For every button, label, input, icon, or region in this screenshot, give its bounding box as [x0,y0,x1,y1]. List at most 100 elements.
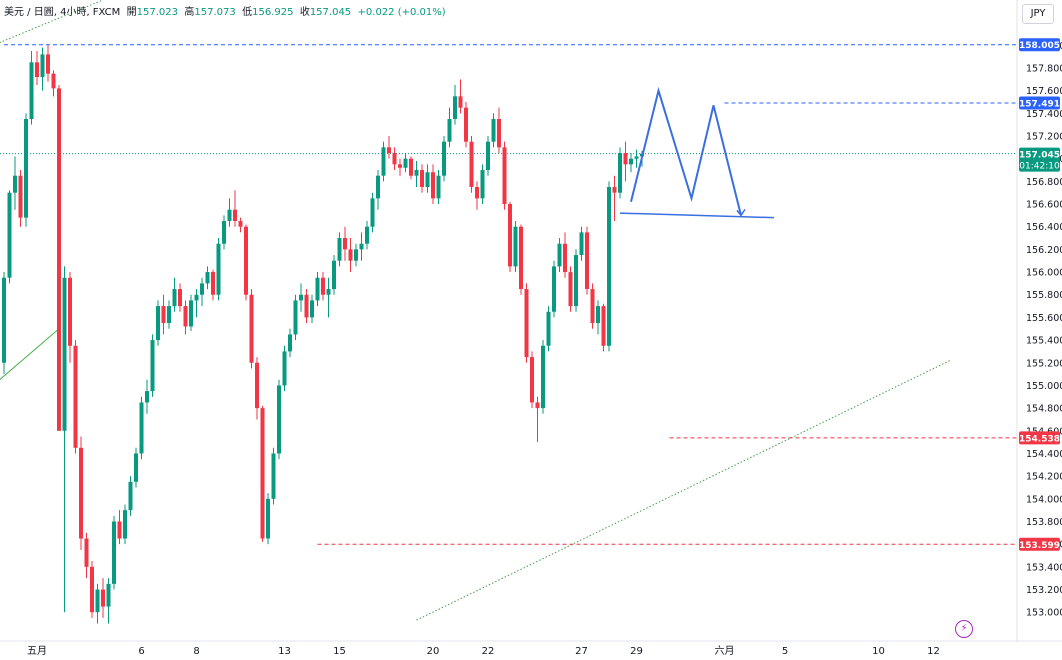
candle [535,396,540,443]
candle [634,149,639,168]
candle-body [601,306,606,346]
candle [381,141,386,182]
candle [475,181,479,210]
x-tick-label: 15 [333,646,346,657]
trendline-2 [0,0,104,43]
candle [249,289,254,369]
candle [2,272,6,375]
candle-body [260,408,265,539]
candle [282,345,287,392]
candle-body [145,391,149,403]
candle [486,136,490,176]
candle [106,578,111,624]
high-label: 高 [184,7,195,18]
candle [442,136,446,182]
candle-body [392,153,397,165]
last-price-label: 157.045 [1019,151,1060,161]
candle [337,232,342,267]
candle-body [194,294,199,301]
candle-body [29,62,34,120]
candle [35,50,39,85]
candle-body [178,289,182,307]
candle-body [469,141,474,188]
close-label: 收 [299,7,310,18]
x-tick-label: 8 [193,646,199,657]
candle-body [337,238,342,261]
support-price-label-box [1019,431,1060,445]
candle [79,436,83,550]
y-tick-label: 155.400 [1026,336,1062,347]
price-label: 158.005 [1019,41,1060,51]
x-tick-label: 20 [427,646,440,657]
x-tick-label: 五月 [27,645,47,657]
candle-body [271,453,276,499]
candle-body [68,277,72,346]
candle [370,192,375,233]
currency-button[interactable]: JPY [1022,4,1054,24]
candle-body [453,96,457,120]
candle-body [365,226,369,244]
plot-area [0,0,1017,624]
candle [508,201,512,273]
symbol-label[interactable]: 美元 / 日圓, 4小時, FXCM [4,7,121,18]
candle [502,141,507,210]
candle-body [354,249,358,261]
candle [161,294,166,335]
candle [546,306,551,352]
candle [414,160,419,188]
candle [607,181,611,352]
candle [172,277,177,312]
candle [117,510,122,545]
candle-body [13,175,17,193]
candle-body [541,345,545,409]
candle [128,476,133,516]
candle-body [18,175,23,218]
candle-body [629,158,633,165]
y-tick-label: 156.400 [1026,222,1062,233]
support-price-label-box [1019,537,1060,551]
candle-body [557,243,562,267]
y-tick-label: 156.800 [1026,177,1062,188]
candle [139,396,144,460]
candle-body [414,170,419,176]
candle [541,340,545,414]
candle [409,156,413,180]
candle-body [95,589,100,613]
candle [101,578,105,618]
x-tick-label: 27 [575,646,588,657]
y-tick-label: 155.600 [1026,313,1062,324]
last-price-label-box [1019,147,1060,172]
candle-body [431,172,435,199]
candle-body [387,147,391,154]
candle-body [612,187,617,193]
candle [112,515,116,590]
candle [13,156,17,210]
candle [574,249,578,312]
candle-body [332,260,336,290]
lightning-icon[interactable]: ⚡ [955,620,973,638]
candle-body [370,198,375,227]
candle [123,504,127,545]
low-label: 低 [242,7,253,18]
candle-body [277,385,281,454]
candle [376,170,380,210]
candle-body [282,351,287,386]
y-tick-label: 155.200 [1026,358,1062,369]
candle [315,272,320,307]
candle [178,283,182,312]
candle-body [200,283,204,295]
candle [167,300,171,329]
x-tick-label: 六月 [715,645,735,657]
candle-body [425,172,430,188]
candle [354,243,358,267]
y-tick-label: 153.800 [1026,517,1062,528]
change-value: +0.022 (+0.01%) [357,7,446,18]
candle [194,289,199,318]
candle [392,147,397,171]
candle-body [524,289,529,358]
y-tick-label: 157.800 [1026,63,1062,74]
candle [365,221,369,250]
open-label: 開 [126,7,137,18]
candle [343,226,347,261]
